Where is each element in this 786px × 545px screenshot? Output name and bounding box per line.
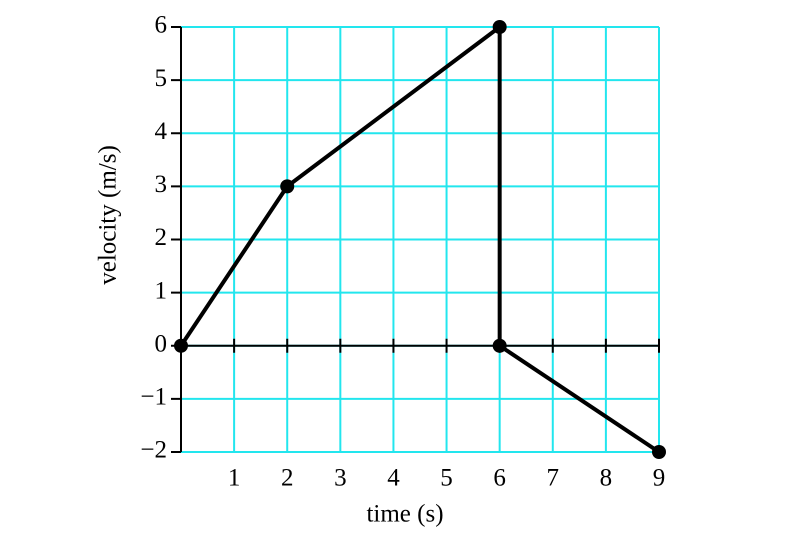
x-tick-label: 2 [281,465,294,492]
x-tick-label: 7 [547,465,560,492]
data-point [492,338,507,353]
y-tick-label: 4 [155,118,168,145]
data-point [652,445,666,459]
x-tick-label: 9 [653,465,666,492]
y-tick-label: −2 [140,437,167,464]
x-tick-label: 3 [334,465,347,492]
x-tick-label: 1 [228,465,241,492]
data-point [492,20,507,34]
data-point [280,179,295,194]
y-axis-label: velocity (m/s) [95,145,122,285]
x-tick-label: 5 [440,465,453,492]
y-tick-label: 1 [155,277,168,304]
x-axis-label: time (s) [366,501,443,528]
x-tick-label: 4 [387,465,400,492]
x-tick-label: 6 [493,465,506,492]
y-tick-label: −1 [140,384,167,411]
y-tick-label: 3 [155,171,168,198]
data-point [174,338,188,353]
y-tick-label: 0 [155,330,168,357]
y-tick-label: 6 [155,12,168,39]
x-tick-label: 8 [600,465,613,492]
y-tick-label: 5 [155,65,168,92]
y-tick-label: 2 [155,224,168,251]
